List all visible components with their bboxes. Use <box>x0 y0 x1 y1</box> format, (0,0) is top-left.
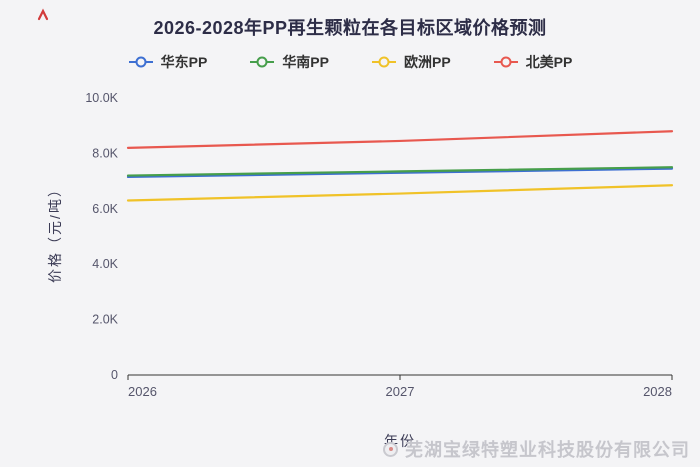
watermark: 芜湖宝绿特塑业科技股份有限公司 <box>383 436 690 462</box>
y-tick-label: 2.0K <box>92 313 118 327</box>
y-tick-label: 4.0K <box>92 257 118 271</box>
x-tick-label: 2027 <box>386 384 415 399</box>
legend-marker-icon <box>372 56 396 68</box>
series-line-华南PP[interactable] <box>126 166 674 177</box>
chart-legend: 华东PP 华南PP 欧洲PP 北美PP <box>0 52 700 72</box>
x-tick-label: 2028 <box>643 384 672 399</box>
corner-logo-icon <box>36 8 50 27</box>
x-tick-label: 2026 <box>128 384 157 399</box>
y-tick-label: 10.0K <box>85 91 118 105</box>
legend-marker-icon <box>493 56 518 68</box>
series-line-华东PP[interactable] <box>126 167 674 179</box>
legend-label: 北美PP <box>525 54 573 70</box>
legend-item-华南PP[interactable]: 华南PP <box>249 52 329 72</box>
series-line-欧洲PP[interactable] <box>126 184 674 202</box>
legend-label: 华东PP <box>160 54 208 70</box>
legend-label: 华南PP <box>282 54 329 70</box>
legend-item-华东PP[interactable]: 华东PP <box>128 52 208 72</box>
legend-marker-icon <box>128 56 153 68</box>
legend-label: 欧洲PP <box>404 54 451 70</box>
series-line-北美PP[interactable] <box>126 130 674 149</box>
legend-marker-icon <box>250 56 275 68</box>
watermark-logo-icon <box>383 441 398 457</box>
y-tick-label: 8.0K <box>92 146 118 160</box>
legend-item-欧洲PP[interactable]: 欧洲PP <box>371 52 451 72</box>
y-tick-label: 0 <box>111 368 118 382</box>
chart-canvas: 2026 2027 2028 0 2.0K 4.0K 6.0K 8.0K 10.0K <box>85 91 674 399</box>
legend-item-北美PP[interactable]: 北美PP <box>493 52 573 72</box>
y-tick-label: 6.0K <box>92 202 118 216</box>
chart-title: 2026-2028年PP再生颗粒在各目标区域价格预测 <box>153 18 547 38</box>
watermark-text: 芜湖宝绿特塑业科技股份有限公司 <box>405 440 690 460</box>
